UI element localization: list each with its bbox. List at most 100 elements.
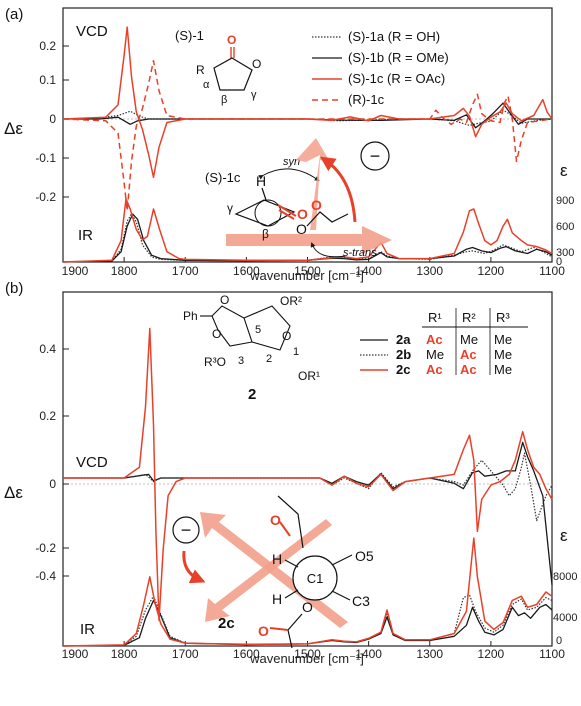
- inset-a-strans-label: s-trans: [343, 247, 377, 259]
- inset-a-syn-label: syn: [283, 156, 300, 168]
- inset-b-bond-c3: [331, 590, 351, 601]
- panel-b-xtick-label: 1300: [416, 647, 443, 661]
- panel-b-y2tick: 4000: [553, 612, 577, 624]
- inset-a-rotation-arrow: [320, 156, 357, 223]
- inset-b-minus-circle: [172, 516, 200, 544]
- molecule2-or2: OR²: [280, 294, 302, 308]
- legend-label-1b: (S)-1b (R = OMe): [348, 50, 449, 65]
- panel-a-vcd-series-line-2: [62, 26, 553, 179]
- table-row-2c-name: 2c: [396, 362, 410, 377]
- table-row-2c-r2: Ac: [460, 362, 477, 377]
- molecule-alpha: α: [203, 79, 210, 91]
- panel-a-xtick-label: 1100: [539, 264, 565, 278]
- table-row-2a-name: 2a: [396, 332, 411, 347]
- legend-label-r1c: (R)-1c: [348, 92, 385, 107]
- panel-b-xtick-label: 1400: [355, 647, 382, 661]
- inset-a-title: (S)-1c: [205, 170, 241, 185]
- panel-a-ytick: -0.2: [35, 190, 56, 204]
- panel-b-xtick-label: 1500: [294, 647, 321, 661]
- panel-b-eps-label: ε: [560, 526, 568, 545]
- panel-b-ytick: -0.2: [35, 541, 56, 555]
- inset-b-h2: H: [272, 591, 282, 607]
- inset-b-o-ring: O: [302, 599, 313, 615]
- inset-a-newman-circle: [254, 199, 282, 227]
- table-row-2c-r3: Me: [494, 362, 512, 377]
- molecule2-c2: 2: [266, 353, 272, 365]
- molecule2-ring-pyranose: [243, 305, 291, 351]
- panel-b: (b) VCD IR Δε ε wavenumber [cm⁻¹] 0.4 0.…: [4, 280, 577, 666]
- panel-b-ytick: 0.4: [39, 342, 56, 356]
- panel-b-ytick: 0.2: [39, 409, 56, 423]
- panel-b-ir-series-line-0: [62, 599, 553, 647]
- panel-b-inset-2c: − O C1 O5 C3 H H O O 2c: [172, 495, 374, 649]
- inset-a-minus-circle: [360, 141, 390, 171]
- inset-b-o-top: O: [270, 512, 281, 528]
- panel-b-xtick-label: 1800: [111, 647, 138, 661]
- molecule-gamma: γ: [251, 89, 257, 101]
- panel-b-delta-eps-label: Δε: [4, 483, 23, 502]
- molecule2-o-a: O: [220, 293, 229, 307]
- panel-a-xlabel: wavenumber [cm⁻¹]: [249, 268, 364, 283]
- panel-b-ir-series-line-2: [62, 537, 553, 647]
- panel-a-y2tick: 600: [556, 221, 574, 233]
- inset-a-gamma: γ: [227, 201, 233, 215]
- panel-b-y2tick: 0: [556, 635, 562, 647]
- inset-a-o2: O: [311, 197, 322, 213]
- inset-b-bond-h2: [284, 589, 299, 599]
- table-row-2b-r1: Me: [426, 347, 444, 362]
- panel-a-ir-series-line-1: [62, 213, 553, 263]
- panel-a-xtick-label: 1500: [294, 264, 321, 278]
- table-row-2b-r3: Me: [494, 347, 512, 362]
- panel-b-y-ticks: 0.4 0.2 0 -0.2 -0.4: [35, 342, 69, 583]
- table-row-2a-r3: Me: [494, 332, 512, 347]
- inset-a-acetyl: [306, 211, 349, 227]
- inset-b-title: 2c: [218, 615, 235, 632]
- panel-a-y2tick: 300: [556, 247, 574, 259]
- panel-a-vcd-plot: [62, 26, 553, 212]
- panel-a-vcd-series-line-0: [62, 109, 553, 126]
- panel-a-xtick-label: 1400: [355, 264, 382, 278]
- panel-a-tag: (a): [5, 6, 23, 23]
- inset-b-rotation-arrow: [182, 550, 206, 584]
- molecule2-c3: 3: [238, 355, 244, 367]
- panel-a-xtick-label: 1700: [172, 264, 199, 278]
- panel-a-vcd-label: VCD: [76, 23, 108, 40]
- panel-a-compound-title: (S)-1: [175, 28, 204, 43]
- panel-a-legend: (S)-1a (R = OH) (S)-1b (R = OMe) (S)-1c …: [312, 29, 449, 107]
- panel-b-ytick: -0.4: [35, 569, 56, 583]
- panel-a-ir-label: IR: [78, 227, 93, 244]
- inset-a-syn-arrow: [258, 168, 320, 182]
- panel-a-ytick: 0.2: [39, 39, 56, 53]
- inset-b-newman: [292, 555, 338, 601]
- table-row-2b-name: 2b: [396, 347, 411, 362]
- molecule2-ring-o: O: [282, 329, 291, 343]
- inset-b-arrow-diag-2: [205, 519, 332, 622]
- inset-b-bond-h1: [284, 559, 299, 568]
- table-row-2b-r2: Ac: [460, 347, 477, 362]
- molecule2-r3o: R³O: [204, 355, 226, 369]
- panel-a-eps-label: ε: [560, 161, 568, 180]
- panel-a-inset-s1c: (S)-1c syn H γ β O O O − s-trans: [205, 138, 392, 259]
- molecule-r: R: [196, 63, 205, 77]
- inset-b-co-bottom: [269, 627, 289, 631]
- panel-b-tag: (b): [5, 280, 23, 297]
- panel-b-vcd-plot: [63, 327, 553, 622]
- inset-a-o3: O: [296, 221, 307, 237]
- molecule-ring: [213, 57, 253, 91]
- inset-a-up-arrow: [296, 138, 330, 230]
- panel-a-y2tick: 900: [556, 195, 574, 207]
- inset-a-ester-bond: [278, 209, 295, 220]
- legend-label-1c: (S)-1c (R = OAc): [348, 71, 445, 86]
- panel-b-ir-plot: [62, 537, 553, 647]
- inset-a-ch-bond: [261, 187, 267, 201]
- panel-a-y2-ticks: 900 600 300 0: [556, 195, 574, 268]
- panel-a-ir-series-line-0: [62, 213, 553, 263]
- inset-b-o-bottom: O: [258, 623, 269, 639]
- molecule2-or1: OR¹: [298, 369, 320, 383]
- panel-a-xtick-label: 1800: [111, 264, 138, 278]
- panel-a-xtick-label: 1300: [416, 264, 443, 278]
- molecule2-o-b: O: [212, 327, 221, 341]
- inset-b-acetyl-bottom: [287, 613, 303, 649]
- table-row-2a-r1: Ac: [426, 332, 443, 347]
- panel-a-xtick-label: 1900: [62, 264, 89, 278]
